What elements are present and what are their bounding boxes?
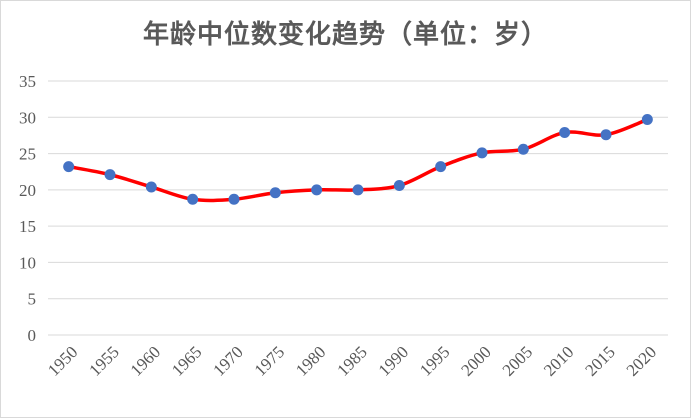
x-tick-label: 2020	[623, 342, 660, 379]
y-tick-label: 10	[19, 253, 36, 272]
data-point	[559, 127, 571, 139]
x-tick-label: 1955	[85, 342, 122, 379]
x-tick-label: 2000	[457, 342, 494, 379]
x-tick-label: 1950	[44, 342, 81, 379]
x-tick-label: 1970	[209, 342, 246, 379]
y-tick-label: 30	[19, 108, 36, 127]
x-tick-label: 1960	[127, 342, 164, 379]
x-tick-label: 2010	[540, 342, 577, 379]
data-point	[63, 161, 75, 173]
data-point	[187, 193, 199, 205]
gridlines	[48, 80, 668, 336]
data-point	[228, 193, 240, 205]
x-tick-label: 1980	[292, 342, 329, 379]
x-tick-label: 1995	[416, 342, 453, 379]
y-tick-label: 0	[28, 326, 37, 345]
x-tick-label: 1975	[251, 342, 288, 379]
x-tick-label: 2015	[581, 342, 618, 379]
data-point	[311, 184, 323, 196]
x-tick-label: 1985	[333, 342, 370, 379]
x-axis-ticks: 1950 1955 1960 1965 1970 1975 1980 1985 1990 1995…	[44, 342, 660, 379]
y-tick-label: 15	[19, 217, 36, 236]
data-point	[352, 184, 364, 196]
data-point	[393, 180, 405, 192]
x-tick-label: 1965	[168, 342, 205, 379]
chart-title: 年龄中位数变化趋势（单位：岁）	[142, 20, 548, 50]
data-point	[641, 113, 653, 125]
series-layer	[63, 113, 653, 205]
y-tick-label: 20	[19, 181, 36, 200]
y-tick-label: 25	[19, 145, 36, 164]
y-axis-ticks: 0 5 10 15 20 25 30 35	[19, 72, 36, 345]
data-point	[600, 129, 612, 141]
x-tick-label: 1990	[375, 342, 412, 379]
y-tick-label: 5	[28, 290, 37, 309]
data-point	[145, 181, 157, 193]
x-tick-label: 2005	[499, 342, 536, 379]
data-point	[269, 187, 281, 199]
y-tick-label: 35	[19, 72, 36, 91]
data-point	[517, 143, 529, 155]
data-point	[476, 147, 488, 159]
data-point	[435, 161, 447, 173]
data-point	[104, 169, 116, 181]
